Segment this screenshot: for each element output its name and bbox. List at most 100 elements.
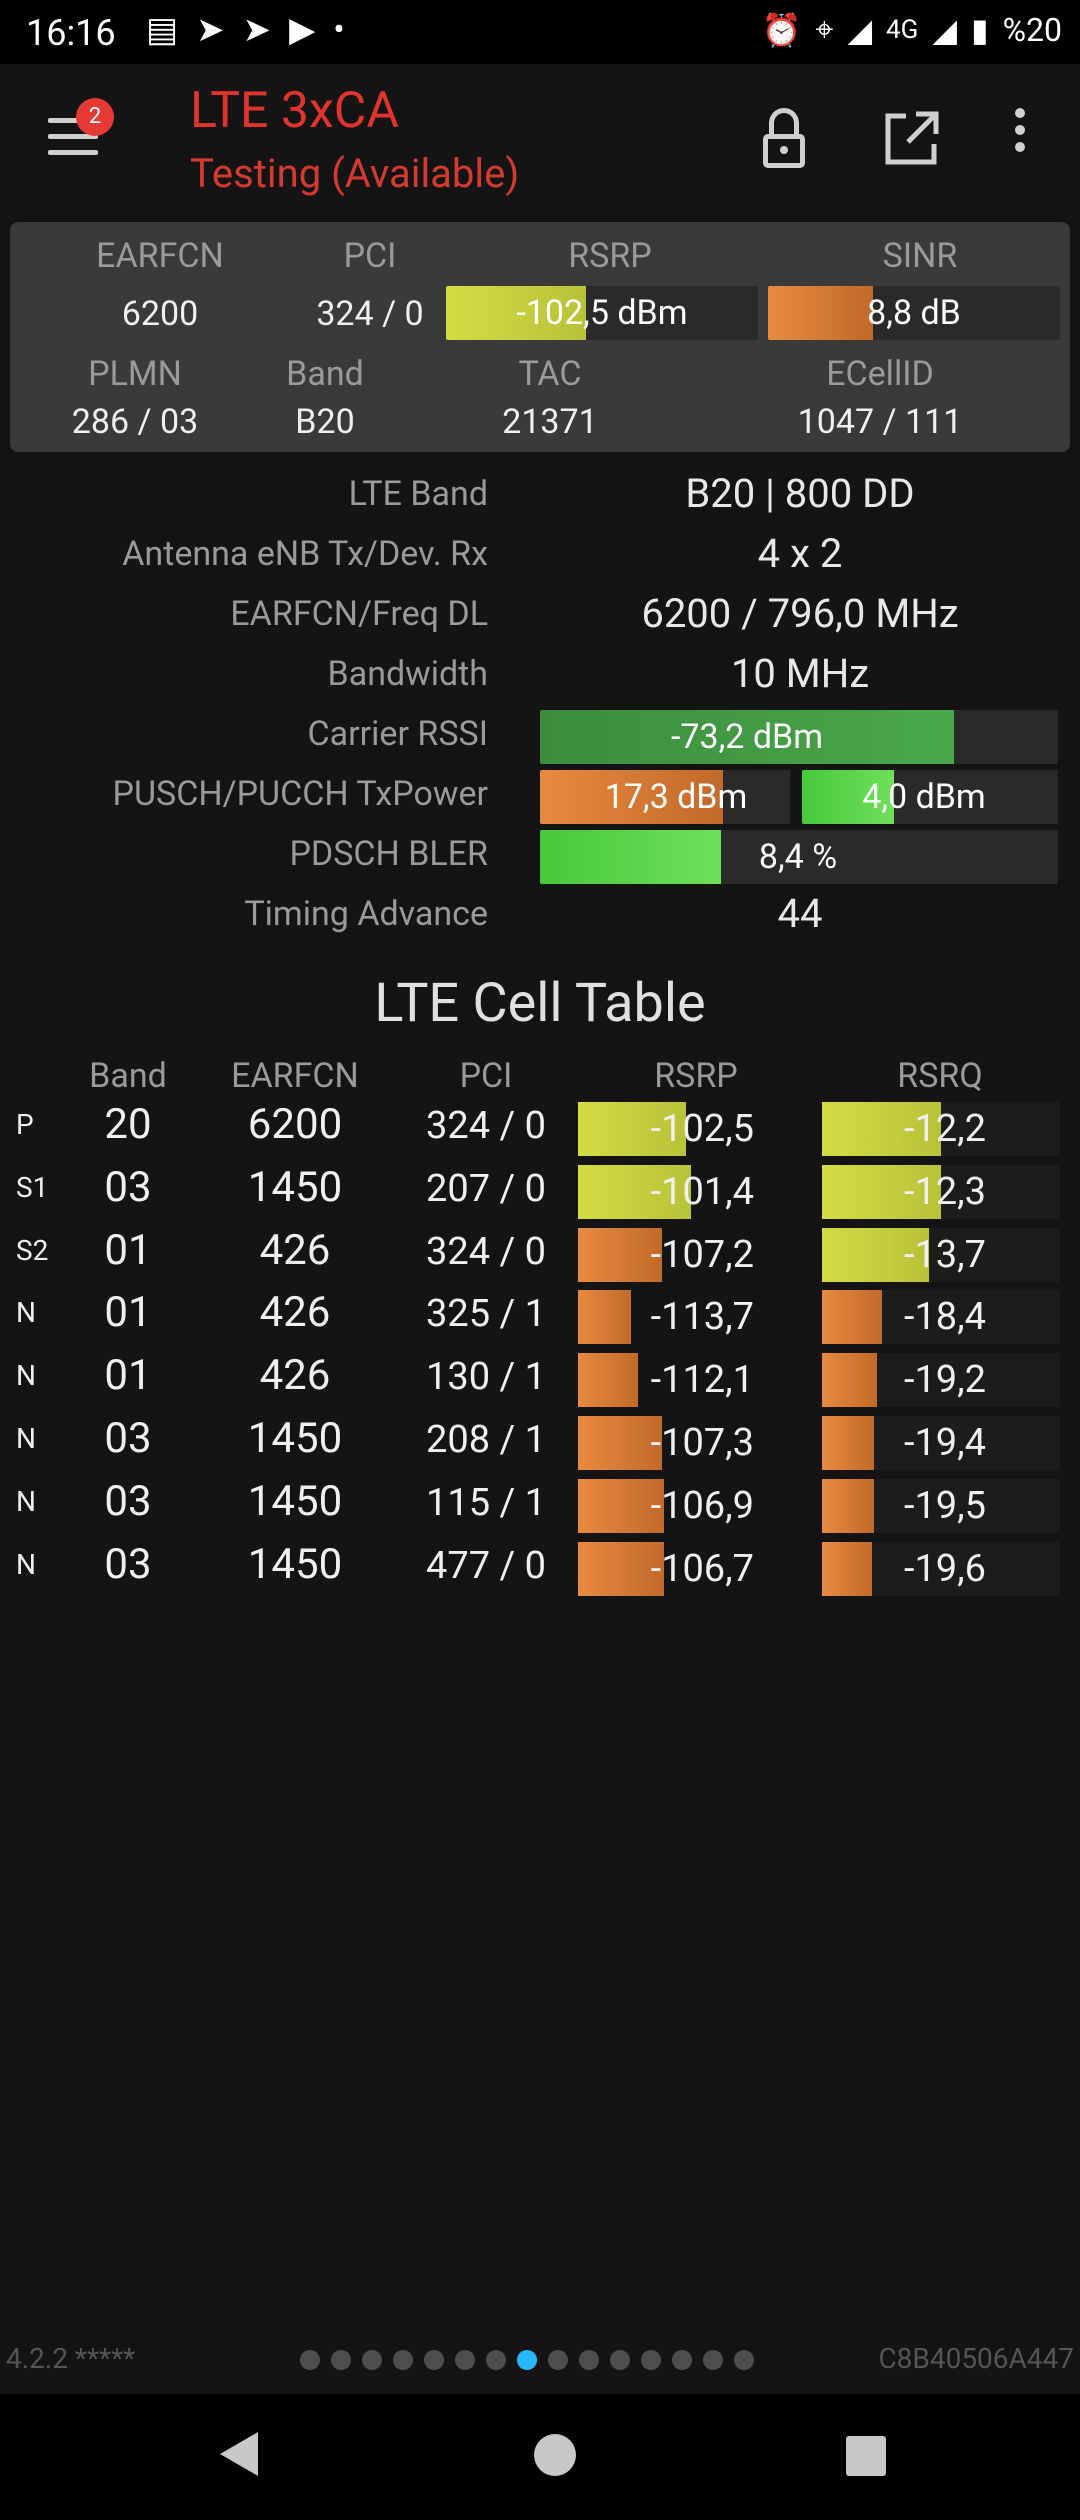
recents-icon[interactable] bbox=[846, 2436, 886, 2476]
cell-pci: 208 / 1 bbox=[426, 1418, 546, 1462]
col-header-rsrq: RSRQ bbox=[897, 1056, 983, 1096]
pucch-value: 4,0 dBm bbox=[862, 777, 986, 817]
pucch-bar: 4,0 dBm bbox=[802, 770, 1058, 824]
cell-rsrq-bar: -19,2 bbox=[822, 1353, 1060, 1408]
ecellid-label: ECellID bbox=[826, 354, 934, 394]
cell-rsrp-fill bbox=[578, 1290, 631, 1345]
cell-rsrp-fill bbox=[578, 1102, 686, 1156]
cell-rsrp-bar: -107,3 bbox=[578, 1416, 1058, 1470]
cell-rsrq-fill bbox=[822, 1478, 875, 1533]
lte-band-row: LTE Band B20 | 800 DD bbox=[0, 468, 1080, 528]
open-external-icon[interactable] bbox=[880, 102, 940, 172]
back-icon[interactable] bbox=[220, 2432, 258, 2476]
page-dot[interactable] bbox=[300, 2350, 320, 2370]
app-subtitle: Testing (Available) bbox=[190, 150, 520, 197]
page-dot[interactable] bbox=[393, 2350, 413, 2370]
band-label: Band bbox=[286, 354, 364, 394]
cell-rsrp-bar: -107,2 bbox=[578, 1227, 1058, 1282]
cell-rsrp: -113,7 bbox=[650, 1295, 754, 1340]
page-dot[interactable] bbox=[424, 2350, 444, 2370]
cell-band: 03 bbox=[104, 1476, 152, 1526]
page-dot[interactable] bbox=[331, 2350, 351, 2370]
page-dot[interactable] bbox=[548, 2350, 568, 2370]
rsrp-bar-fill bbox=[446, 286, 587, 340]
bler-row: PDSCH BLER 8,4 % bbox=[0, 828, 1080, 888]
cell-rsrq: -13,7 bbox=[903, 1232, 986, 1277]
cell-band: 01 bbox=[104, 1351, 152, 1401]
page-dot[interactable] bbox=[672, 2350, 692, 2370]
sinr-bar: 8,8 dB bbox=[768, 286, 1060, 340]
cell-rsrp: -106,9 bbox=[650, 1483, 754, 1528]
sinr-bar-fill bbox=[768, 286, 874, 340]
signal-icon: ◢ bbox=[847, 10, 873, 49]
sinr-value: 8,8 dB bbox=[867, 293, 961, 333]
cell-band: 01 bbox=[104, 1225, 152, 1275]
menu-icon[interactable] bbox=[48, 118, 98, 156]
page-indicator[interactable] bbox=[300, 2350, 754, 2370]
app-version: 4.2.2 ***** bbox=[6, 2342, 136, 2375]
page-dot[interactable] bbox=[579, 2350, 599, 2370]
bler-value: 8,4 % bbox=[758, 837, 838, 877]
page-dot[interactable] bbox=[486, 2350, 506, 2370]
cell-earfcn: 1450 bbox=[247, 1539, 343, 1589]
cell-rsrp-bar: -102,5 bbox=[578, 1102, 1058, 1156]
pusch-bar-fill bbox=[540, 770, 723, 824]
cell-rsrq-fill bbox=[822, 1290, 882, 1345]
cell-rsrp: -107,2 bbox=[650, 1232, 754, 1277]
pusch-bar: 17,3 dBm bbox=[540, 770, 790, 824]
telegram-icon: ➤ bbox=[196, 10, 225, 50]
cell-rsrq: -19,4 bbox=[903, 1421, 986, 1465]
cell-rsrp-fill bbox=[578, 1416, 662, 1470]
notification-badge: 2 bbox=[76, 98, 114, 136]
cell-rsrp-bar: -113,7 bbox=[578, 1290, 1058, 1345]
antenna-value: 4 x 2 bbox=[757, 530, 843, 577]
page-dot[interactable] bbox=[455, 2350, 475, 2370]
page-dot[interactable] bbox=[703, 2350, 723, 2370]
page-dot[interactable] bbox=[641, 2350, 661, 2370]
home-icon[interactable] bbox=[534, 2434, 576, 2476]
cell-rsrq: -19,6 bbox=[903, 1546, 986, 1591]
page-dot[interactable] bbox=[362, 2350, 382, 2370]
earfcn-freq-label: EARFCN/Freq DL bbox=[230, 594, 488, 634]
cell-type: N bbox=[16, 1547, 36, 1581]
rsrp-value: -102,5 dBm bbox=[516, 293, 688, 333]
cell-pci: 324 / 0 bbox=[426, 1104, 546, 1148]
cell-earfcn: 1450 bbox=[247, 1476, 343, 1526]
earfcn-label: EARFCN bbox=[96, 236, 224, 276]
cell-pci: 324 / 0 bbox=[426, 1229, 546, 1274]
cell-rsrq-fill bbox=[822, 1102, 941, 1156]
page-dot[interactable] bbox=[734, 2350, 754, 2370]
cell-rsrp: -107,3 bbox=[650, 1421, 754, 1465]
battery-percent: %20 bbox=[1002, 10, 1062, 49]
page-dot[interactable] bbox=[517, 2350, 537, 2370]
pusch-value: 17,3 dBm bbox=[604, 777, 748, 817]
bler-bar-fill bbox=[540, 830, 722, 884]
cell-earfcn: 426 bbox=[259, 1288, 331, 1338]
cell-rsrq: -19,5 bbox=[903, 1483, 986, 1528]
rssi-value: -73,2 dBm bbox=[670, 717, 824, 757]
cell-rsrq-bar: -12,3 bbox=[822, 1164, 1060, 1219]
table-row: N 03 1450 115 / 1 -106,9 -19,5 bbox=[0, 1473, 1080, 1535]
tac-label: TAC bbox=[518, 354, 582, 394]
rsrp-label: RSRP bbox=[568, 236, 652, 276]
lock-icon[interactable] bbox=[755, 102, 815, 172]
cell-earfcn: 1450 bbox=[247, 1414, 343, 1463]
cell-band: 03 bbox=[104, 1539, 152, 1589]
ecellid-value: 1047 / 111 bbox=[797, 402, 963, 442]
page-dot[interactable] bbox=[610, 2350, 630, 2370]
timing-advance-value: 44 bbox=[777, 890, 823, 937]
cell-rsrq: -18,4 bbox=[903, 1295, 986, 1340]
earfcn-value: 6200 bbox=[121, 294, 199, 334]
network-type: 4G bbox=[886, 14, 919, 45]
txpower-label: PUSCH/PUCCH TxPower bbox=[112, 774, 488, 814]
rssi-bar: -73,2 dBm bbox=[540, 710, 1058, 764]
col-header-band: Band bbox=[89, 1056, 167, 1096]
plmn-value: 286 / 03 bbox=[71, 402, 199, 442]
cell-rsrp: -101,4 bbox=[650, 1169, 754, 1214]
device-id: C8B40506A447 bbox=[878, 2342, 1074, 2375]
cell-rsrp-bar: -106,9 bbox=[578, 1478, 1058, 1533]
more-options-icon[interactable] bbox=[1000, 102, 1040, 172]
cell-rsrp-fill bbox=[578, 1353, 638, 1408]
news-icon: ▤ bbox=[146, 10, 179, 50]
cell-rsrq-fill bbox=[822, 1416, 875, 1470]
